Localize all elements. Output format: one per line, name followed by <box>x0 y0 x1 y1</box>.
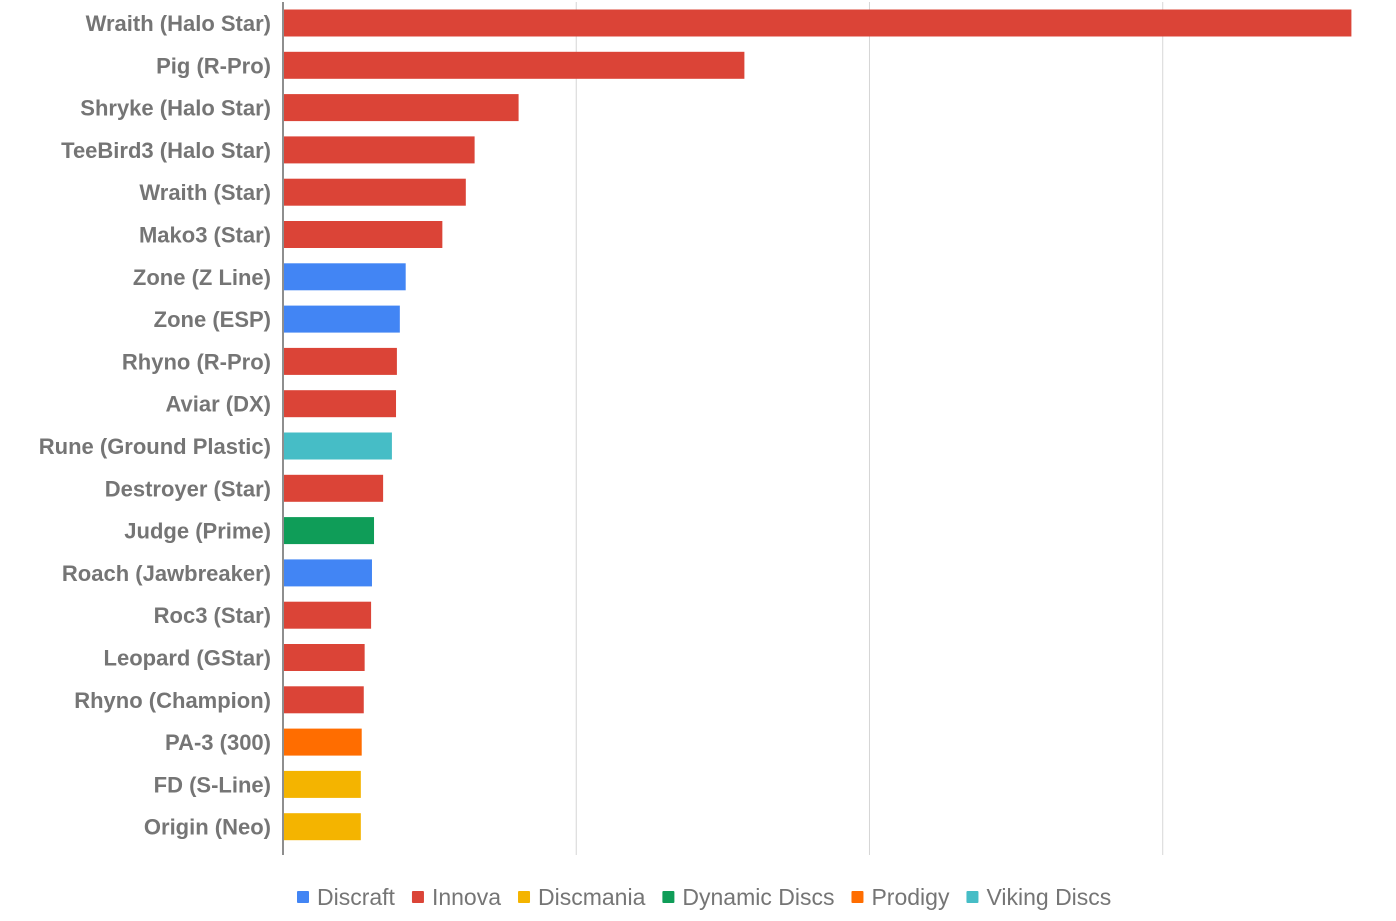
category-label: Rhyno (Champion) <box>74 688 271 713</box>
gridlines <box>282 2 1164 855</box>
bar[interactable] <box>284 728 362 756</box>
category-labels: Wraith (Halo Star) Pig (R-Pro) Shryke (Hal… <box>39 11 271 840</box>
category-label: Rhyno (R-Pro) <box>122 349 271 374</box>
category-label: Leopard (GStar) <box>104 646 271 671</box>
legend-label: Discmania <box>538 884 646 910</box>
category-label: Zone (Z Line) <box>133 265 271 290</box>
category-label: FD (S-Line) <box>154 772 271 797</box>
legend-item[interactable]: Viking Discs <box>966 884 1111 910</box>
legend-swatch <box>297 891 309 903</box>
category-label: Shryke (Halo Star) <box>80 96 271 121</box>
bar[interactable] <box>284 51 745 79</box>
bar[interactable] <box>284 644 365 671</box>
category-label: PA-3 (300) <box>165 730 271 755</box>
bars <box>284 9 1352 841</box>
legend-label: Discraft <box>317 884 396 910</box>
category-label: Rune (Ground Plastic) <box>39 434 271 459</box>
bar[interactable] <box>284 559 372 587</box>
legend-swatch <box>411 891 424 903</box>
bar[interactable] <box>284 347 397 375</box>
legend-swatch <box>851 891 864 903</box>
legend-item[interactable]: Discraft <box>297 884 396 910</box>
bar[interactable] <box>284 390 397 418</box>
legend-label: Dynamic Discs <box>682 884 834 910</box>
category-label: Wraith (Halo Star) <box>86 11 271 36</box>
bar[interactable] <box>284 263 406 291</box>
bar[interactable] <box>284 474 384 502</box>
bar[interactable] <box>284 136 475 164</box>
category-label: Wraith (Star) <box>139 180 271 205</box>
category-label: TeeBird3 (Halo Star) <box>61 138 271 163</box>
category-label: Pig (R-Pro) <box>156 53 271 78</box>
legend-item[interactable]: Prodigy <box>851 884 950 910</box>
legend-item[interactable]: Discmania <box>518 884 646 910</box>
legend-swatch <box>518 891 531 903</box>
bar[interactable] <box>284 305 400 333</box>
bar[interactable] <box>284 813 361 841</box>
bar[interactable] <box>284 517 375 545</box>
legend-label: Prodigy <box>871 884 949 910</box>
category-label: Destroyer (Star) <box>105 476 271 501</box>
legend-item[interactable]: Innova <box>411 884 501 910</box>
legend-item[interactable]: Dynamic Discs <box>662 884 834 910</box>
category-label: Origin (Neo) <box>144 815 271 840</box>
category-label: Mako3 (Star) <box>139 223 271 248</box>
bar[interactable] <box>284 432 392 460</box>
legend: Discraft Innova Discmania Dynamic Discs Prod… <box>297 884 1111 910</box>
bar[interactable] <box>284 770 361 798</box>
legend-swatch <box>966 891 979 903</box>
bar[interactable] <box>284 178 466 206</box>
bar[interactable] <box>284 94 519 122</box>
category-label: Zone (ESP) <box>154 307 271 332</box>
legend-swatch <box>662 891 675 903</box>
bar[interactable] <box>284 601 372 629</box>
bar[interactable] <box>284 221 443 248</box>
legend-label: Innova <box>432 884 501 910</box>
category-label: Judge (Prime) <box>124 519 271 544</box>
legend-label: Viking Discs <box>986 884 1111 910</box>
category-label: Roc3 (Star) <box>154 603 271 628</box>
bar[interactable] <box>284 9 1352 37</box>
category-label: Roach (Jawbreaker) <box>62 561 271 586</box>
category-label: Aviar (DX) <box>165 392 271 417</box>
bar[interactable] <box>284 686 364 714</box>
